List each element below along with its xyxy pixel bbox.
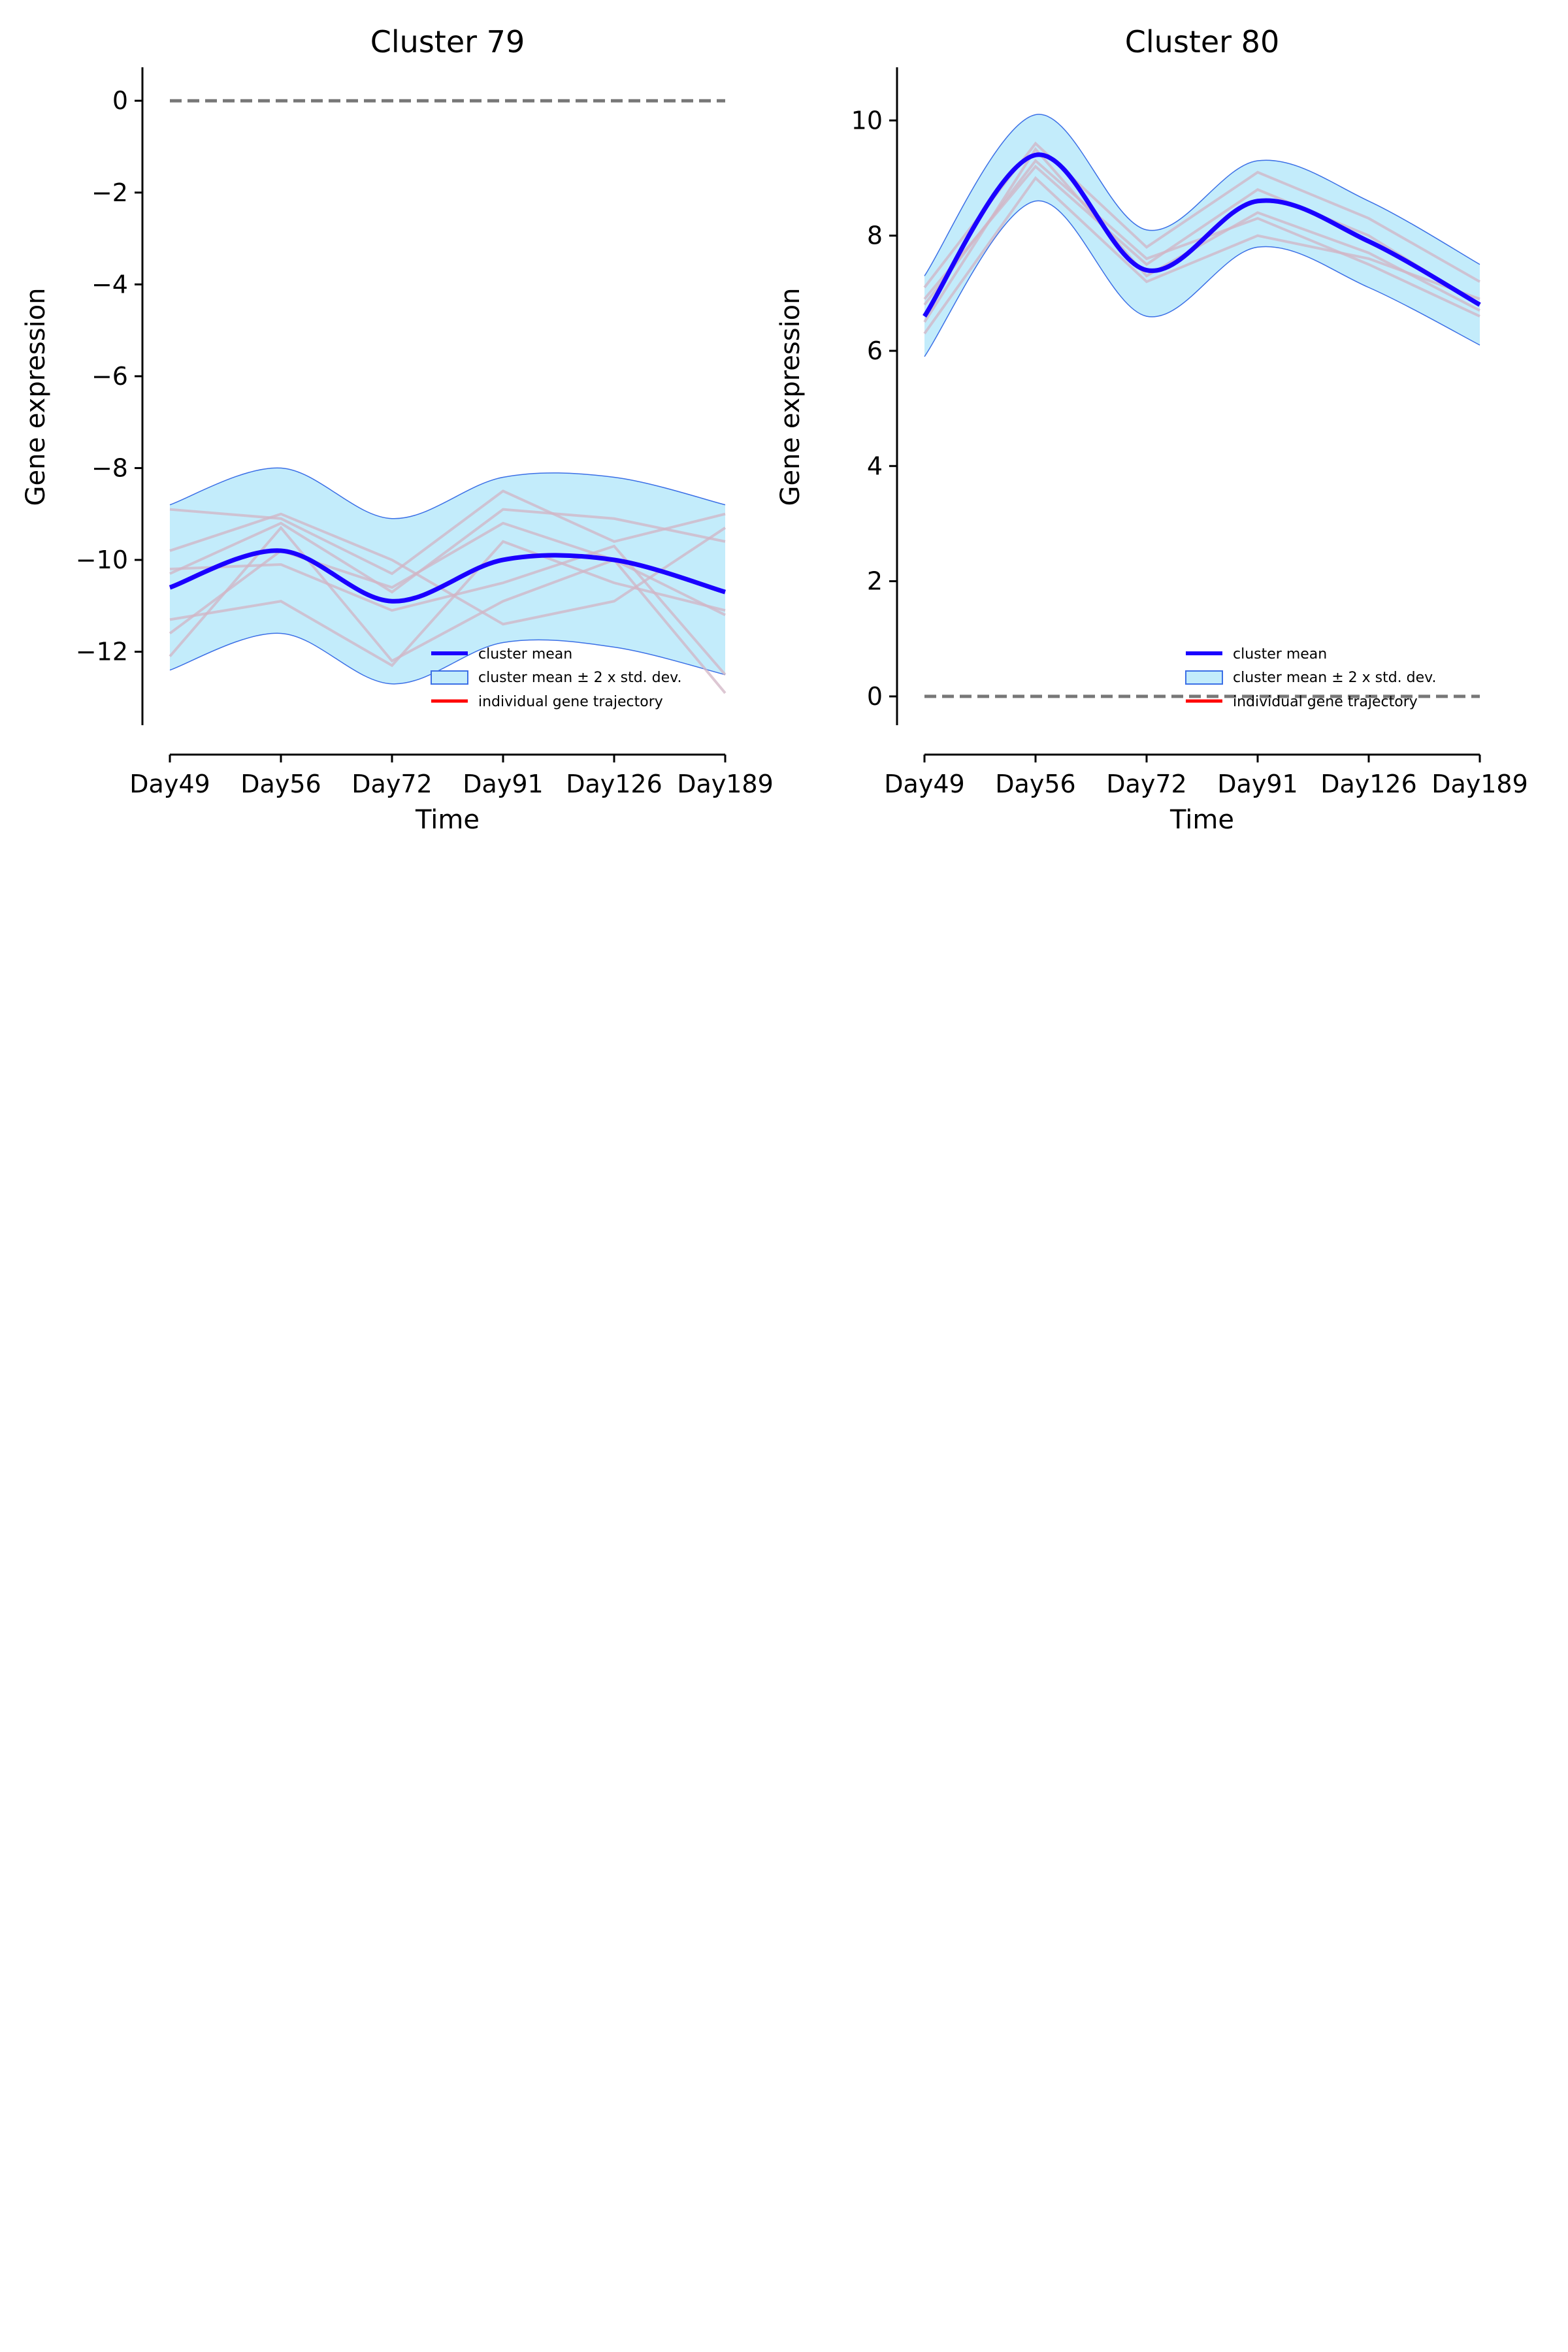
y-tick-label: −8: [91, 453, 128, 482]
y-tick-label: −4: [91, 270, 128, 299]
band-lower-edge: [169, 632, 726, 685]
individual-trajectory-4: [923, 176, 1480, 335]
x-tick-label: Day49: [129, 770, 210, 798]
x-axis-label: Time: [1169, 805, 1234, 835]
y-axis-label: Gene expression: [776, 287, 806, 506]
x-tick-label: Day91: [463, 770, 543, 798]
y-tick-label: 8: [867, 221, 883, 250]
y-tick-label: 0: [867, 682, 883, 711]
x-tick-label: Day189: [1431, 770, 1528, 798]
y-tick-label: 2: [867, 567, 883, 596]
band-upper-edge: [169, 467, 726, 519]
y-tick-label: −6: [91, 362, 128, 391]
individual-trajectory-1: [169, 489, 726, 576]
x-tick-label: Day72: [1106, 770, 1186, 798]
y-tick-label: 10: [851, 106, 883, 135]
individual-trajectory-1: [923, 165, 1481, 306]
band-upper-edge: [924, 114, 1480, 276]
individual-trajectory-4: [169, 540, 726, 668]
individual-trajectory-2: [923, 147, 1480, 323]
y-tick-label: 6: [867, 336, 883, 365]
chart-title: Cluster 80: [1125, 24, 1279, 59]
x-tick-label: Day189: [677, 770, 774, 798]
legend-band-swatch: [431, 670, 468, 685]
y-tick-label: −10: [76, 546, 128, 574]
legend-mean-label: cluster mean: [1233, 646, 1327, 662]
x-tick-label: Day56: [995, 770, 1075, 798]
individual-trajectory-7: [169, 508, 726, 594]
x-tick-label: Day126: [566, 770, 662, 798]
legend-individual-label: individual gene trajectory: [478, 694, 663, 710]
individual-trajectory-2: [169, 512, 727, 626]
legend-band-label: cluster mean ± 2 x std. dev.: [1233, 670, 1436, 686]
cluster-mean-line: [923, 152, 1481, 318]
cluster-mean-line: [169, 548, 726, 604]
legend: cluster mean cluster mean ± 2 x std. dev.…: [431, 646, 681, 710]
y-tick-label: −2: [91, 178, 128, 207]
legend-band-swatch: [1185, 670, 1223, 685]
individual-trajectory-5: [169, 525, 726, 663]
x-axis-label: Time: [415, 805, 480, 835]
legend-mean-label: cluster mean: [478, 646, 572, 662]
band-fill: [924, 114, 1480, 357]
x-tick-label: Day91: [1217, 770, 1298, 798]
legend-individual-label: individual gene trajectory: [1233, 694, 1418, 710]
chart-title: Cluster 79: [370, 24, 525, 59]
x-tick-label: Day126: [1320, 770, 1417, 798]
y-tick-label: 0: [112, 86, 128, 115]
y-tick-label: −12: [76, 638, 128, 666]
band-fill: [170, 468, 725, 684]
x-tick-label: Day49: [884, 770, 964, 798]
y-tick-label: 4: [867, 451, 883, 480]
y-axis-label: Gene expression: [21, 287, 51, 506]
chart-panel-1: 0 −2 −4 −6 −8 −10 −12 Day49 Day56 Day72 Day91 Day12…: [21, 24, 774, 835]
chart-panel-2: 0 2 4 6 8 10 Day49 Day56 Day72 Day91 Day126 Day189 C…: [776, 24, 1528, 835]
individual-trajectory-6: [169, 521, 727, 694]
x-tick-label: Day72: [351, 770, 432, 798]
x-tick-label: Day56: [240, 770, 321, 798]
legend: cluster mean cluster mean ± 2 x std. dev.…: [1185, 646, 1436, 710]
legend-band-label: cluster mean ± 2 x std. dev.: [478, 670, 681, 686]
band-lower-edge: [924, 200, 1480, 357]
